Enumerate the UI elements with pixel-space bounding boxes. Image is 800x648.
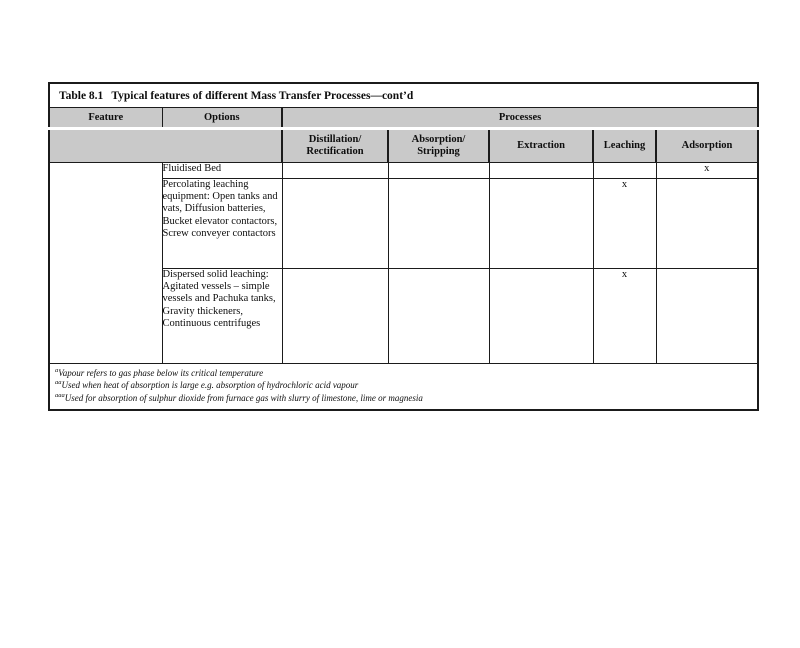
column-header-processes: Processes	[282, 107, 758, 130]
table-title-text: Typical features of different Mass Trans…	[111, 89, 414, 102]
mark-distillation	[282, 162, 389, 179]
footnote-2: aaUsed when heat of absorption is large …	[55, 379, 749, 391]
table-number: Table 8.1	[59, 89, 104, 102]
column-header-distillation-rectification: Distillation/ Rectification	[282, 128, 389, 163]
mark-distillation	[282, 178, 389, 269]
mark-adsorption: x	[656, 162, 758, 179]
mass-transfer-processes-table: Table 8.1 Typical features of different M…	[48, 82, 759, 411]
mark-adsorption	[656, 178, 758, 269]
header-line-2: Stripping	[417, 146, 460, 157]
header-line-1: Adsorption	[681, 139, 733, 151]
mark-extraction	[489, 162, 594, 179]
subheader-blank-cell	[49, 128, 283, 163]
mark-extraction	[489, 268, 594, 364]
header-line-1: Leaching	[603, 139, 646, 151]
header-row-1: Feature Options Processes	[49, 107, 758, 130]
header-row-2: Distillation/ Rectification Absorption/ …	[49, 128, 758, 163]
mark-absorption	[388, 268, 490, 364]
header-line-2: Rectification	[306, 146, 364, 157]
mark-leaching: x	[593, 178, 657, 269]
mark-adsorption	[656, 268, 758, 364]
header-line-1: Absorption/	[411, 133, 466, 145]
option-cell: Percolating leaching equipment: Open tan…	[162, 178, 283, 269]
mark-leaching: x	[593, 268, 657, 364]
footnote-row: aVapour refers to gas phase below its cr…	[49, 362, 758, 410]
header-line-1: Extraction	[517, 139, 565, 151]
column-header-adsorption: Adsorption	[656, 128, 758, 163]
mark-absorption	[388, 178, 490, 269]
column-header-extraction: Extraction	[489, 128, 594, 163]
title-row: Table 8.1 Typical features of different M…	[49, 83, 758, 108]
table-row-percolating-leaching: Percolating leaching equipment: Open tan…	[49, 178, 758, 269]
footnote-marker: aa	[55, 379, 62, 387]
feature-cell-empty	[49, 162, 163, 364]
column-header-leaching: Leaching	[593, 128, 657, 163]
option-cell: Fluidised Bed	[162, 162, 283, 179]
footnote-text: Used for absorption of sulphur dioxide f…	[64, 392, 423, 403]
footnote-1: aVapour refers to gas phase below its cr…	[55, 367, 749, 379]
table-title: Table 8.1 Typical features of different M…	[49, 83, 758, 108]
table-row-dispersed-solid-leaching: Dispersed solid leaching: Agitated vesse…	[49, 268, 758, 364]
footnote-text: Used when heat of absorption is large e.…	[61, 380, 359, 391]
column-header-feature: Feature	[49, 107, 163, 130]
header-line-1: Distillation/	[308, 133, 362, 145]
table-row-fluidised-bed: Fluidised Bed x	[49, 162, 758, 364]
mark-leaching	[593, 162, 657, 179]
footnote-3: aaaUsed for absorption of sulphur dioxid…	[55, 392, 749, 404]
footnotes: aVapour refers to gas phase below its cr…	[49, 362, 758, 410]
footnote-marker: aaa	[55, 391, 65, 399]
mark-distillation	[282, 268, 389, 364]
option-cell: Dispersed solid leaching: Agitated vesse…	[162, 268, 283, 364]
mark-extraction	[489, 178, 594, 269]
column-header-absorption-stripping: Absorption/ Stripping	[388, 128, 490, 163]
mark-absorption	[388, 162, 490, 179]
footnote-text: Vapour refers to gas phase below its cri…	[58, 368, 264, 378]
column-header-options: Options	[162, 107, 283, 130]
footnote-marker: a	[55, 367, 59, 374]
